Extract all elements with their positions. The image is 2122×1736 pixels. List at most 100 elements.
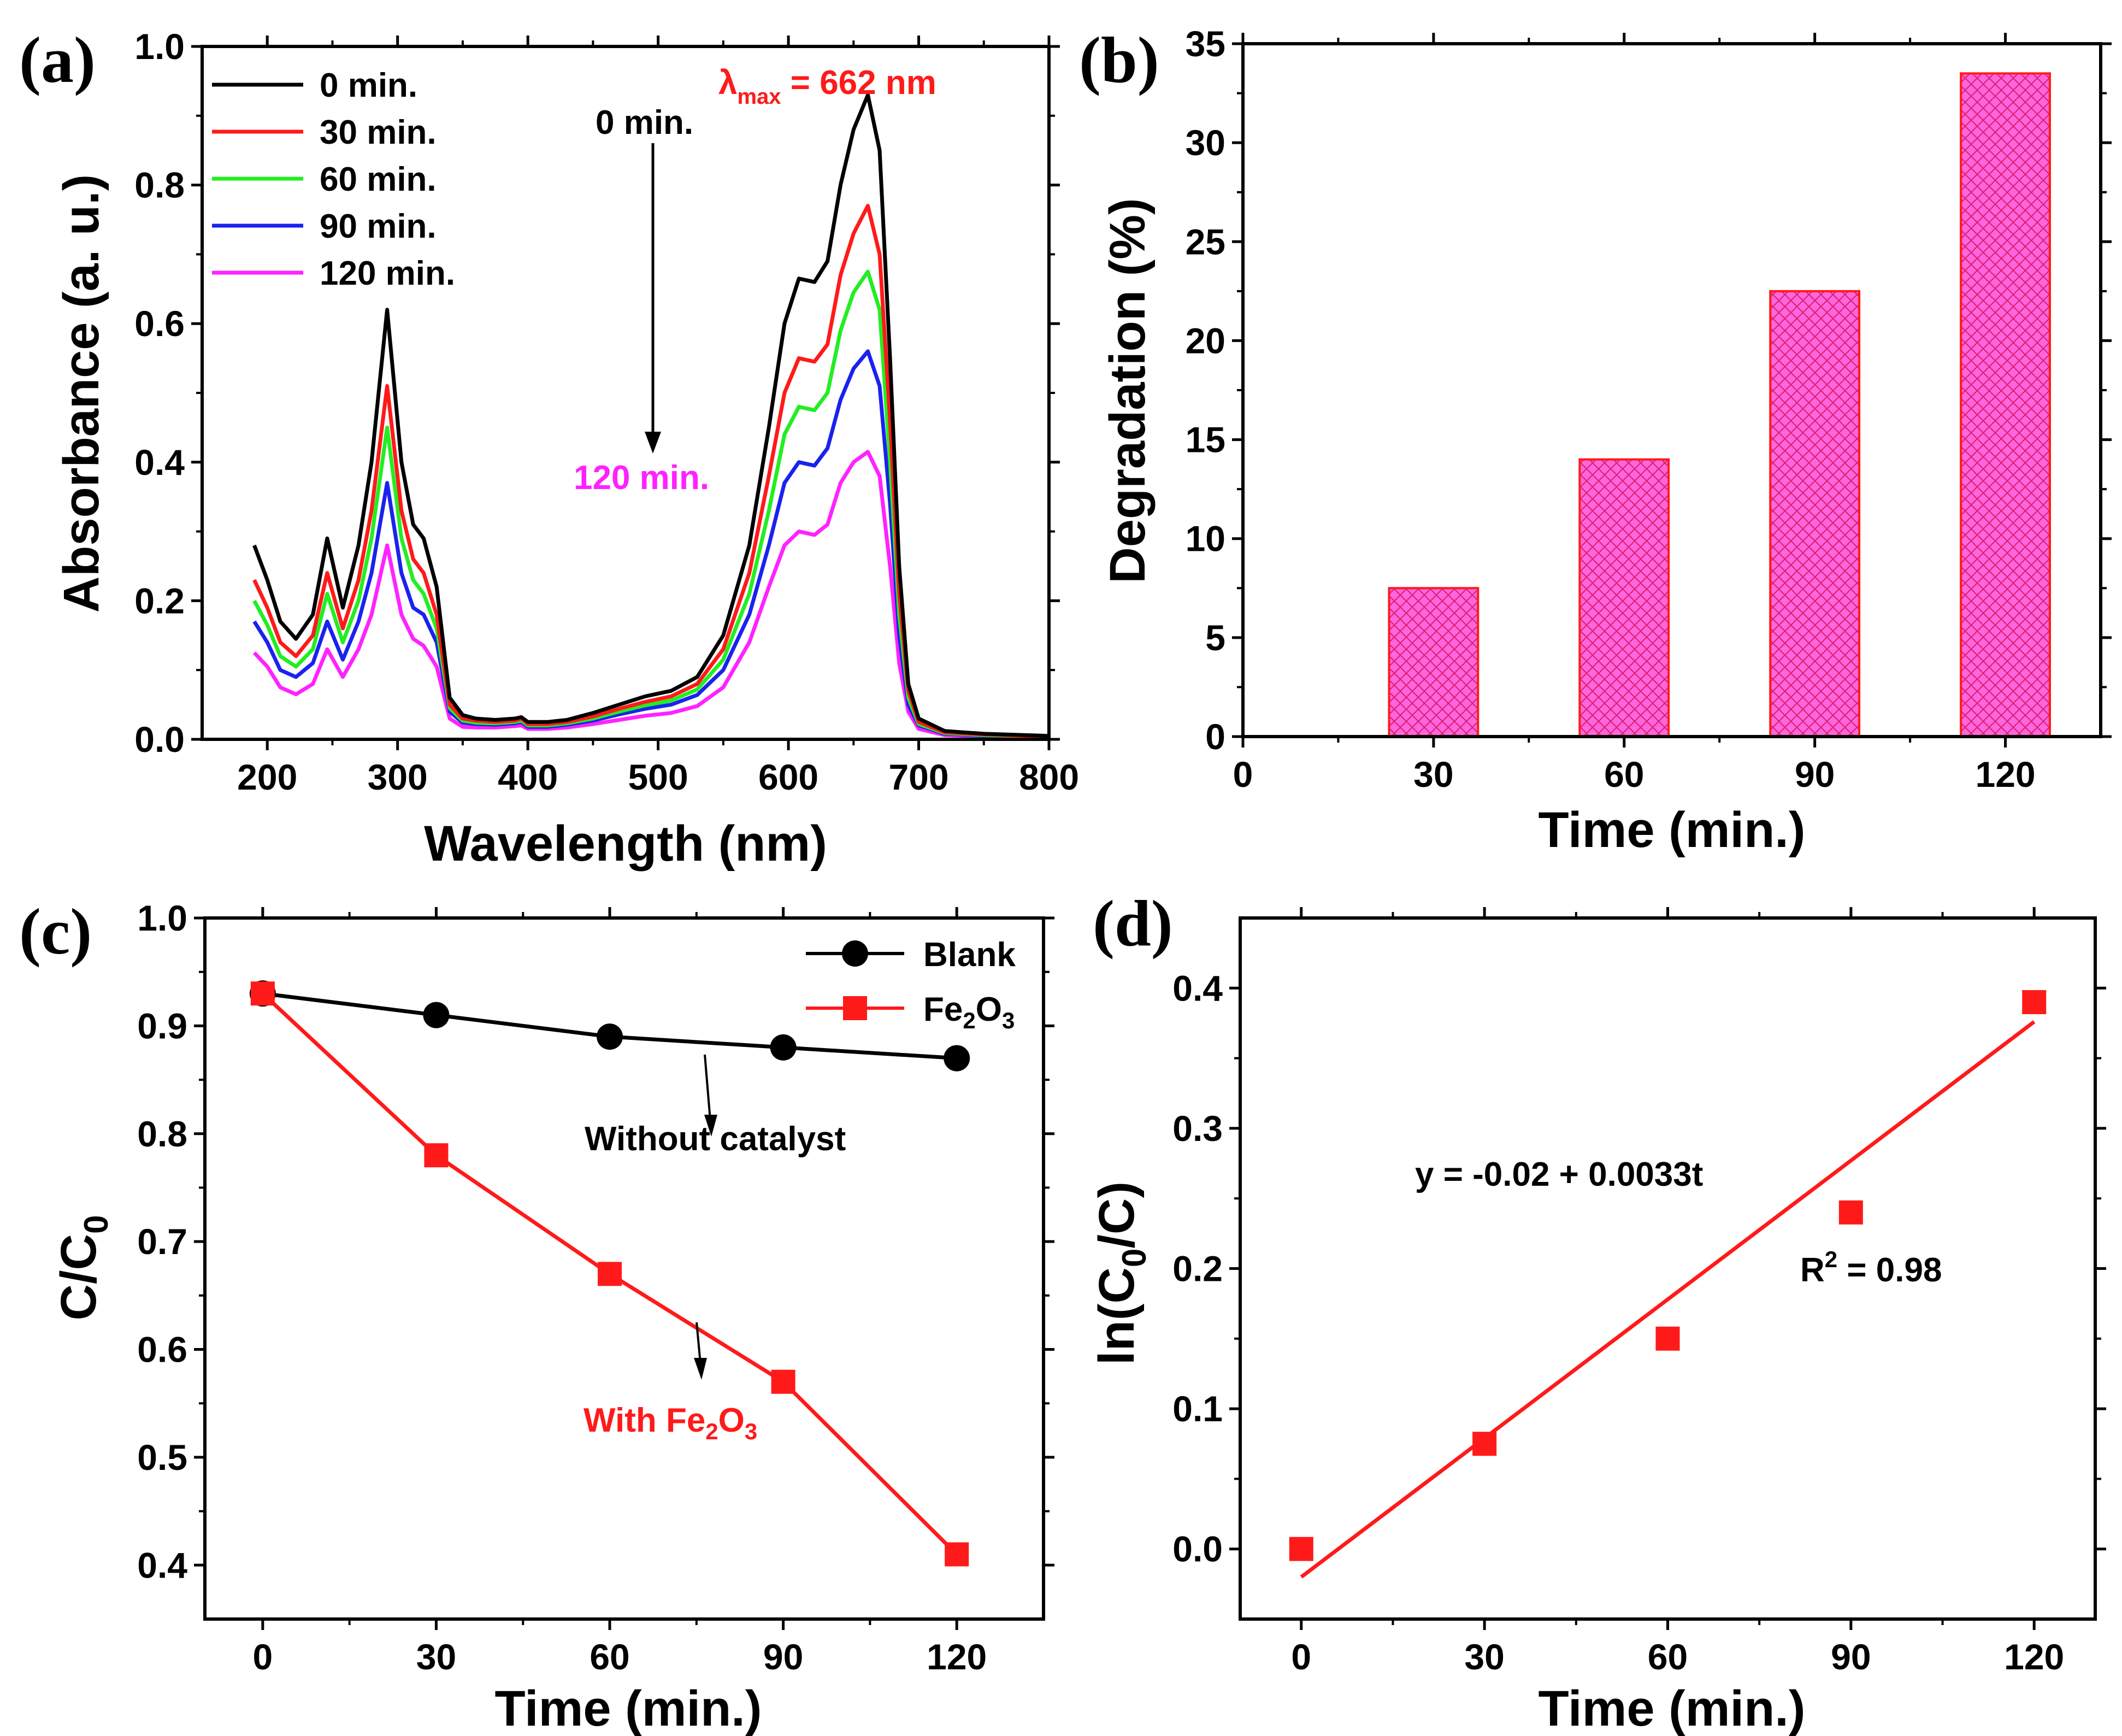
x-tick-label: 400 — [498, 757, 558, 797]
legend-label: 120 min. — [320, 255, 455, 292]
y-tick-label: 0.5 — [137, 1437, 187, 1478]
point-fe2o3 — [771, 1369, 795, 1394]
x-tick-label: 700 — [888, 757, 948, 797]
bar-90 — [1769, 290, 1861, 738]
y-tick-label: 20 — [1186, 320, 1225, 361]
panel-b-ylabel: Degradation (%) — [1100, 198, 1156, 583]
panel-b: (b) 0 30 60 90 120 0 5 10 15 20 25 30 35 Time (min.)… — [1079, 23, 2112, 858]
point-fe2o3 — [945, 1542, 969, 1567]
y-tick-label: 0.2 — [134, 580, 185, 621]
x-tick-label: 30 — [416, 1637, 456, 1677]
y-tick-label: 0.1 — [1172, 1388, 1223, 1429]
panel-a-legend: 0 min. 30 min. 60 min. 90 min. 120 min. — [212, 67, 455, 292]
legend-fe2o3-label: Fe2O3 — [923, 991, 1015, 1033]
y-tick-label: 15 — [1186, 420, 1225, 460]
y-tick-label: 0.6 — [137, 1329, 187, 1370]
panel-b-label: (b) — [1079, 23, 1159, 96]
with-catalyst-arrow-head — [694, 1358, 707, 1380]
r-squared-label: R2 = 0.98 — [1800, 1246, 1942, 1289]
panel-c-legend: Blank Fe2O3 — [806, 936, 1016, 1033]
spectrum-line-0min — [252, 93, 1050, 738]
y-tick-label: 1.0 — [134, 26, 185, 67]
legend-blank-marker — [842, 940, 868, 967]
fit-equation: y = -0.02 + 0.0033t — [1415, 1156, 1703, 1193]
panel-b-xlabel: Time (min.) — [1538, 802, 1805, 858]
y-tick-label: 0.2 — [1172, 1249, 1223, 1289]
with-catalyst-label: With Fe2O3 — [583, 1402, 757, 1444]
y-tick-label: 0.9 — [137, 1005, 187, 1046]
arrow-bottom-label: 120 min. — [574, 459, 709, 497]
panel-c-ticks: 0 30 60 90 120 0.4 0.5 0.6 0.7 0.8 0.9 1.0 — [137, 898, 1054, 1677]
legend-label: 30 min. — [320, 114, 437, 151]
x-tick-label: 200 — [237, 757, 297, 797]
y-tick-label: 0.4 — [137, 1545, 187, 1585]
x-tick-label: 500 — [628, 757, 688, 797]
panel-c: (c) 0 30 60 90 120 0.4 0.5 0.6 0.7 0.8 0.9 1.0 Time… — [19, 895, 1054, 1736]
panel-a: (a) 200 300 400 500 600 700 800 0.0 0.2 0.4 0.6 0.8… — [19, 23, 1079, 872]
scatter-point — [1472, 1432, 1497, 1456]
x-tick-label: 0 — [1291, 1637, 1311, 1677]
decrease-arrow-head — [645, 432, 661, 454]
arrow-top-label: 0 min. — [596, 104, 693, 142]
panel-a-xlabel: Wavelength (nm) — [424, 816, 827, 872]
lambda-max-label: λmax = 662 nm — [718, 64, 936, 109]
y-tick-label: 0.0 — [1172, 1529, 1223, 1569]
x-tick-label: 60 — [1604, 754, 1644, 795]
y-tick-label: 0.3 — [1172, 1108, 1223, 1149]
y-tick-label: 1.0 — [137, 898, 187, 938]
y-tick-label: 0.6 — [134, 303, 185, 344]
y-tick-label: 25 — [1186, 221, 1225, 262]
scatter-point — [2022, 990, 2047, 1014]
legend-label: 90 min. — [320, 208, 437, 245]
panel-c-label: (c) — [19, 895, 92, 968]
x-tick-label: 800 — [1019, 757, 1079, 797]
point-fe2o3 — [250, 981, 275, 1006]
panel-c-plot — [249, 980, 970, 1567]
panel-d-ylabel: ln(C0/C) — [1089, 1181, 1153, 1365]
legend-fe2o3-marker — [843, 996, 867, 1020]
panel-c-ylabel: C/C0 — [51, 1215, 115, 1321]
without-catalyst-label: Without catalyst — [585, 1120, 846, 1158]
point-fe2o3 — [598, 1262, 622, 1286]
x-tick-label: 120 — [2004, 1637, 2064, 1677]
fit-line — [1300, 1020, 2036, 1579]
x-tick-label: 600 — [758, 757, 818, 797]
y-tick-label: 0.8 — [134, 165, 185, 205]
legend-label: 0 min. — [320, 67, 417, 104]
x-tick-label: 120 — [927, 1637, 987, 1677]
x-tick-label: 90 — [1795, 754, 1835, 795]
panel-c-frame — [203, 916, 1045, 1621]
x-tick-label: 300 — [368, 757, 428, 797]
x-tick-label: 90 — [1831, 1637, 1871, 1677]
y-tick-label: 0.8 — [137, 1114, 187, 1154]
y-tick-label: 0.0 — [134, 719, 185, 760]
x-tick-label: 60 — [590, 1637, 629, 1677]
y-tick-label: 10 — [1186, 519, 1225, 559]
panel-b-ticks: 0 30 60 90 120 0 5 10 15 20 25 30 35 — [1186, 23, 2112, 795]
x-tick-label: 120 — [1975, 754, 2035, 795]
panel-b-plot — [1388, 72, 2051, 738]
bar-60 — [1578, 458, 1670, 738]
point-fe2o3 — [424, 1143, 449, 1168]
point-blank — [423, 1002, 450, 1028]
panel-d-label: (d) — [1093, 887, 1173, 960]
x-tick-label: 60 — [1648, 1637, 1688, 1677]
panel-a-plot — [252, 93, 1050, 740]
panel-d-xlabel: Time (min.) — [1538, 1681, 1805, 1736]
y-tick-label: 0.4 — [1172, 968, 1223, 1008]
panel-d-frame — [1239, 916, 2097, 1621]
point-blank — [770, 1034, 797, 1061]
y-tick-label: 30 — [1186, 122, 1225, 163]
y-tick-label: 0 — [1205, 716, 1225, 757]
panel-a-ylabel: Absorbance (a. u.) — [54, 174, 109, 613]
panel-d-plot — [1289, 990, 2047, 1579]
panel-a-label: (a) — [19, 23, 96, 96]
panel-d-ticks: 0 30 60 90 120 0.0 0.1 0.2 0.3 0.4 — [1172, 907, 2106, 1677]
x-tick-label: 0 — [1233, 754, 1253, 795]
scatter-point — [1289, 1537, 1313, 1561]
y-tick-label: 0.4 — [134, 442, 185, 482]
y-tick-label: 0.7 — [137, 1221, 187, 1262]
point-blank — [597, 1023, 623, 1050]
bar-120 — [1960, 72, 2051, 738]
